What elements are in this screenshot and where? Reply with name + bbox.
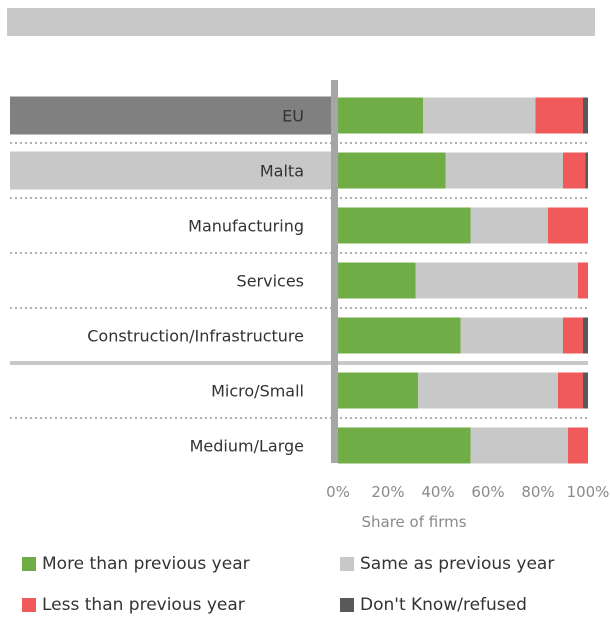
category-label: Services	[237, 272, 304, 291]
category-label: Manufacturing	[188, 217, 304, 236]
bar-malta-less-than-previous-year	[563, 152, 586, 189]
bar-construction-infrastructure-don-t-know-refused	[583, 317, 588, 354]
bar-construction-infrastructure-more-than-previous-year	[338, 317, 461, 354]
bar-manufacturing-same-as-previous-year	[470, 207, 548, 244]
bar-malta-same-as-previous-year	[445, 152, 563, 189]
bar-micro-small-less-than-previous-year	[558, 372, 583, 409]
bar-eu-don-t-know-refused	[583, 97, 588, 134]
x-tick-label: 60%	[471, 483, 504, 501]
x-tick-label: 0%	[326, 483, 350, 501]
y-axis-line	[331, 80, 338, 463]
bar-eu-same-as-previous-year	[423, 97, 536, 134]
bar-medium-large-less-than-previous-year	[568, 427, 588, 464]
x-tick-label: 100%	[567, 483, 610, 501]
category-label: EU	[282, 107, 304, 126]
bar-micro-small-more-than-previous-year	[338, 372, 418, 409]
category-label: Medium/Large	[190, 437, 304, 456]
category-label: Micro/Small	[211, 382, 304, 401]
category-label: Construction/Infrastructure	[87, 327, 304, 346]
bar-eu-less-than-previous-year	[535, 97, 583, 134]
x-tick-label: 20%	[371, 483, 404, 501]
bar-malta-more-than-previous-year	[338, 152, 446, 189]
bar-construction-infrastructure-same-as-previous-year	[460, 317, 563, 354]
bar-construction-infrastructure-less-than-previous-year	[563, 317, 583, 354]
bar-medium-large-more-than-previous-year	[338, 427, 471, 464]
bar-micro-small-don-t-know-refused	[583, 372, 588, 409]
bar-eu-more-than-previous-year	[338, 97, 423, 134]
bar-manufacturing-more-than-previous-year	[338, 207, 471, 244]
row-highlight-eu	[10, 96, 332, 135]
x-tick-label: 80%	[521, 483, 554, 501]
bar-services-more-than-previous-year	[338, 262, 416, 299]
x-tick-label: 40%	[421, 483, 454, 501]
bar-services-less-than-previous-year	[578, 262, 588, 299]
bar-micro-small-same-as-previous-year	[418, 372, 558, 409]
group-separator	[10, 361, 588, 365]
bar-medium-large-same-as-previous-year	[470, 427, 568, 464]
bar-manufacturing-less-than-previous-year	[548, 207, 588, 244]
x-axis-label: Share of firms	[361, 513, 466, 531]
bar-malta-don-t-know-refused	[585, 152, 588, 189]
title-bar-placeholder	[7, 8, 595, 36]
bar-services-same-as-previous-year	[415, 262, 578, 299]
category-label: Malta	[260, 162, 304, 181]
row-highlight-malta	[10, 151, 332, 190]
